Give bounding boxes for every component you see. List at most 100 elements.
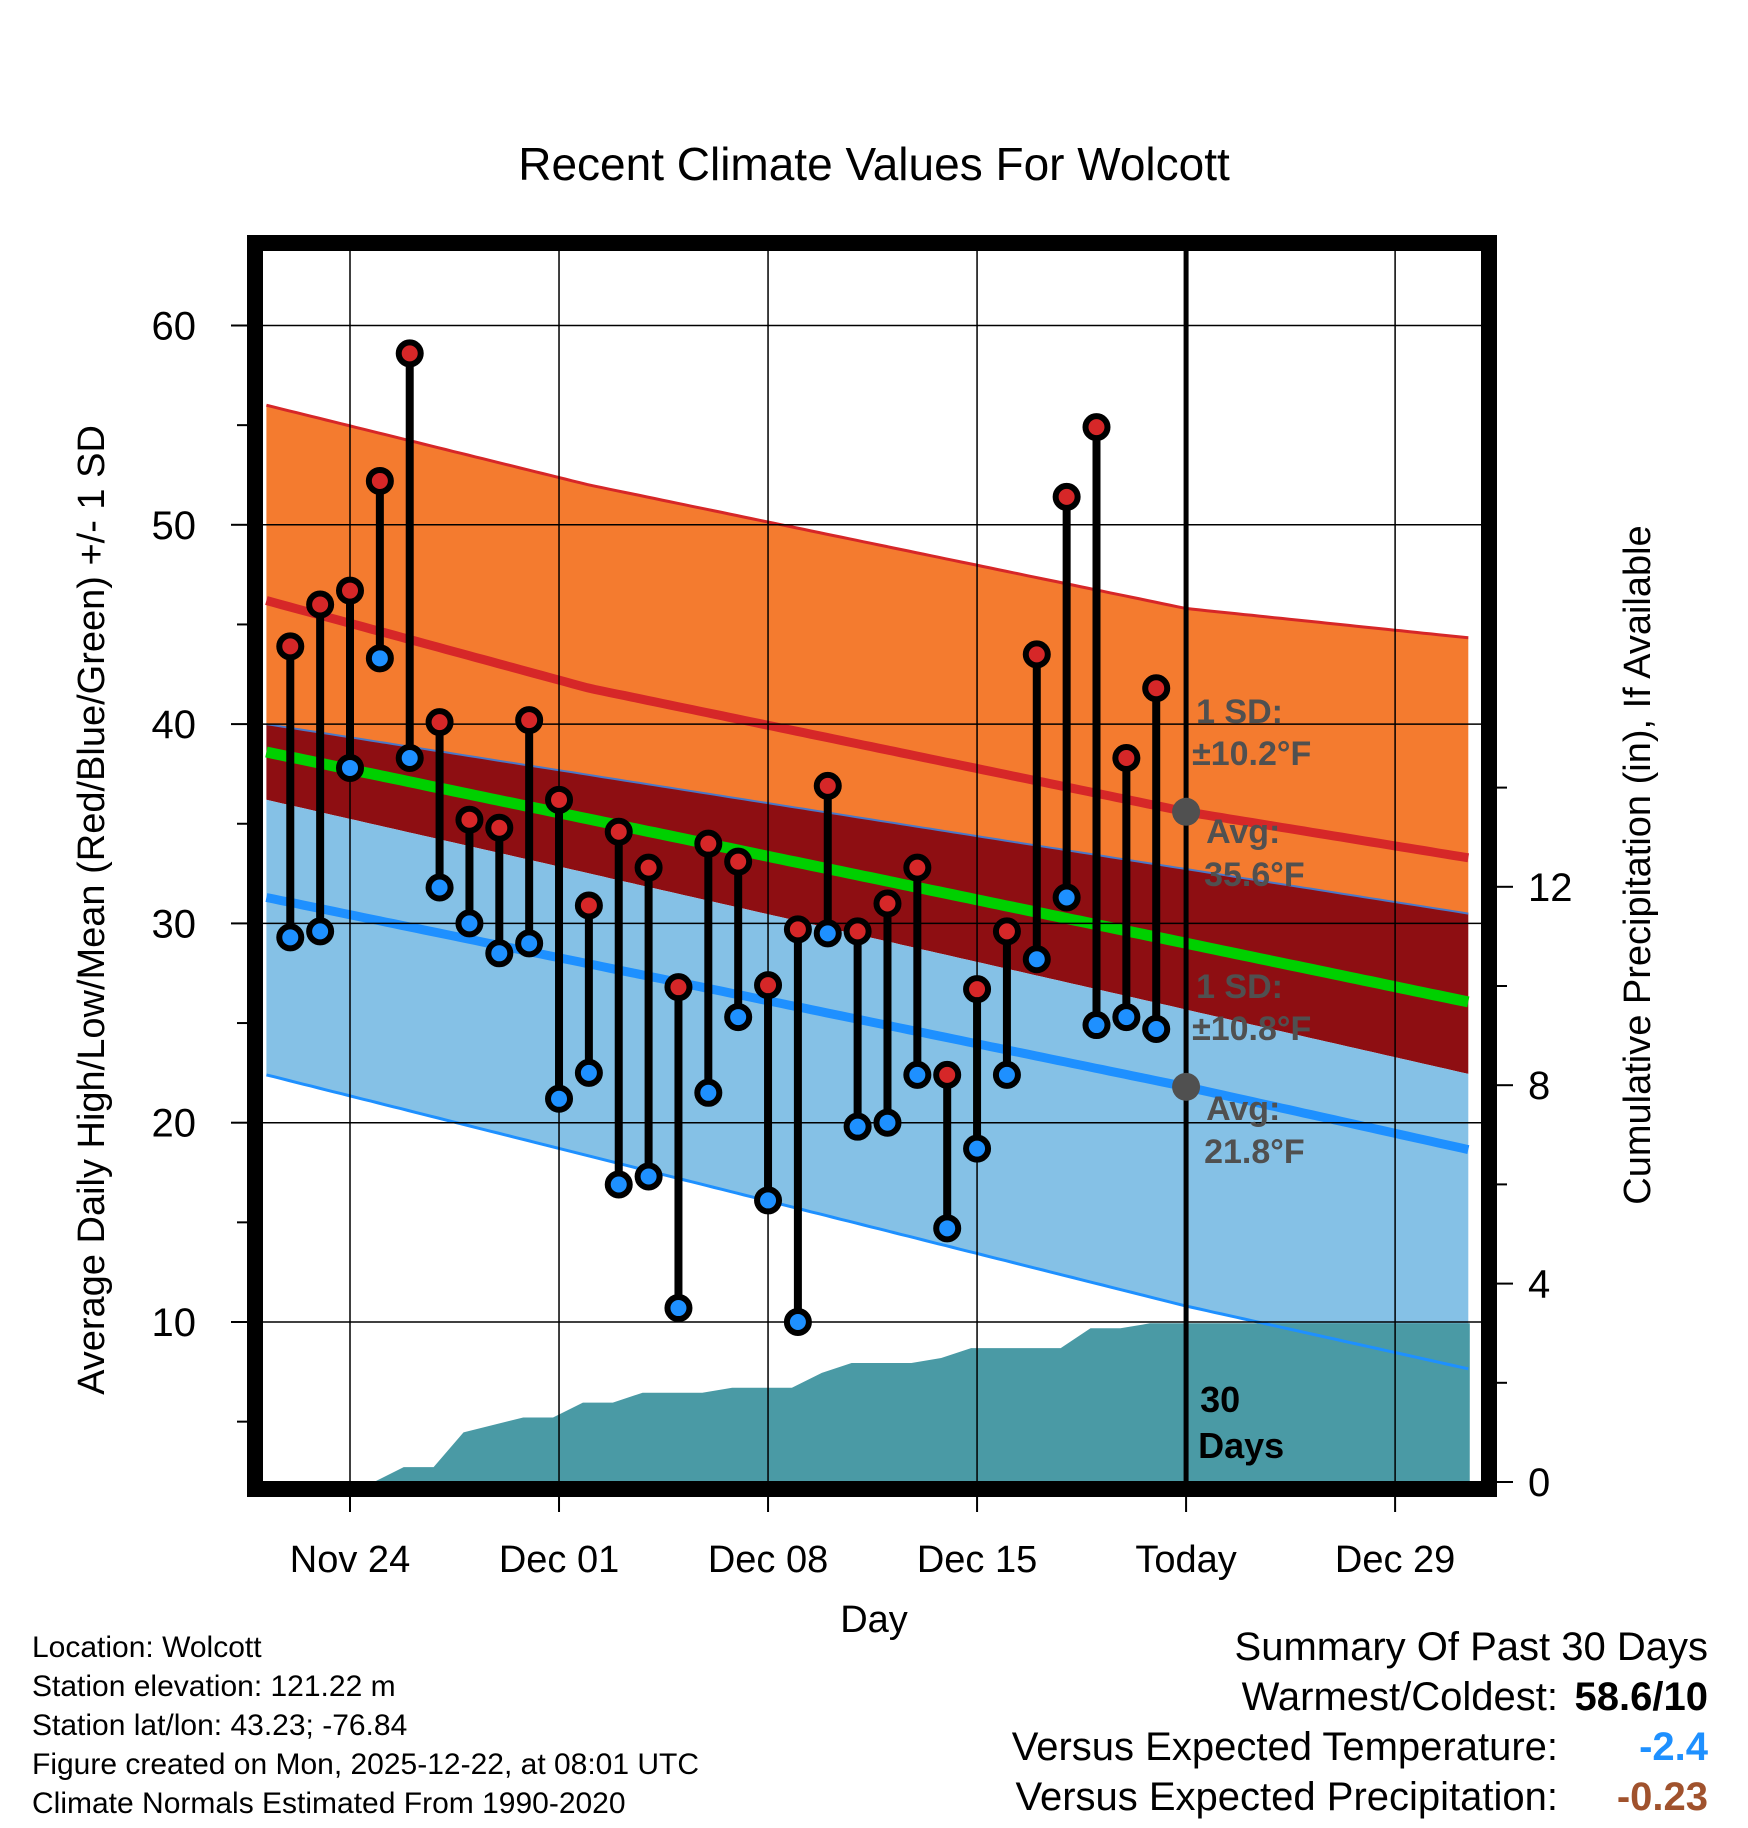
- low-point: [813, 919, 842, 948]
- low-point: [574, 1058, 603, 1087]
- high-point: [604, 817, 633, 846]
- low-point: [992, 1060, 1021, 1089]
- high-point: [1082, 413, 1111, 442]
- low-point: [1082, 1011, 1111, 1040]
- y2-tick-label: 8: [1528, 1064, 1550, 1108]
- low-point: [545, 1084, 574, 1113]
- low-mean-line: [265, 893, 1470, 1154]
- low-point: [1142, 1015, 1171, 1044]
- low-point: [485, 939, 514, 968]
- warmest-label: Warmest/Coldest:: [1241, 1675, 1558, 1719]
- footer-normals: Climate Normals Estimated From 1990-2020: [32, 1787, 626, 1820]
- low-point: [634, 1162, 663, 1191]
- low-point: [1022, 945, 1051, 974]
- high-point: [306, 590, 335, 619]
- precip-area: [262, 1323, 1470, 1482]
- summary-panel: Summary Of Past 30 Days Warmest/Coldest:…: [1012, 1622, 1708, 1822]
- high-point: [395, 339, 424, 368]
- high-point: [664, 973, 693, 1002]
- low-point: [425, 873, 454, 902]
- x-tick-label: Dec 08: [708, 1539, 828, 1581]
- low-point: [843, 1112, 872, 1141]
- low-avg-marker: [1172, 1072, 1201, 1101]
- footer-latlon: Station lat/lon: 43.23; -76.84: [32, 1709, 408, 1742]
- low-point: [1112, 1003, 1141, 1032]
- x-tick-label: Nov 24: [290, 1539, 410, 1581]
- footer-elevation: Station elevation: 121.22 m: [32, 1670, 396, 1703]
- low-sd-band: [266, 799, 1469, 1369]
- low-avg-title: Avg:: [1206, 1090, 1280, 1128]
- low-point: [963, 1134, 992, 1163]
- high-avg-value: 35.6°F: [1204, 856, 1305, 894]
- high-sd-band: [266, 405, 1469, 914]
- low-point: [724, 1003, 753, 1032]
- y2-axis-label: Cumulative Precipitation (in), If Availa…: [1617, 525, 1659, 1204]
- high-avg-marker: [1172, 797, 1201, 826]
- low-point: [694, 1078, 723, 1107]
- low-point: [515, 929, 544, 958]
- y-tick-label: 50: [152, 504, 197, 548]
- y-tick-label: 40: [152, 703, 197, 747]
- low-point: [754, 1186, 783, 1215]
- chart-title: Recent Climate Values For Wolcott: [518, 138, 1230, 190]
- temp-deviation-value: -2.4: [1639, 1725, 1708, 1769]
- high-point: [634, 853, 663, 882]
- summary-temp-row: Versus Expected Temperature: -2.4: [1012, 1722, 1708, 1772]
- high-point: [425, 708, 454, 737]
- y-tick-label: 20: [152, 1102, 197, 1146]
- high-point: [276, 632, 305, 661]
- summary-warmest-row: Warmest/Coldest: 58.6/10: [1012, 1672, 1708, 1722]
- high-point: [365, 466, 394, 495]
- high-point: [455, 805, 484, 834]
- summary-precip-row: Versus Expected Precipitation: -0.23: [1012, 1772, 1708, 1822]
- high-point: [694, 829, 723, 858]
- plot-area: 1 SD: ±10.2°F Avg: 35.6°F 1 SD: ±10.8°F Avg: 21…: [262, 250, 1482, 1482]
- high-point: [1142, 674, 1171, 703]
- temp-deviation-label: Versus Expected Temperature:: [1011, 1725, 1558, 1769]
- y2-tick-label: 12: [1528, 866, 1573, 910]
- footer-created: Figure created on Mon, 2025-12-22, at 08…: [32, 1748, 700, 1781]
- low-point: [395, 743, 424, 772]
- x-axis-label: Day: [840, 1599, 908, 1641]
- low-point: [903, 1060, 932, 1089]
- high-point: [336, 576, 364, 605]
- x-tick-label: Dec 15: [917, 1539, 1037, 1581]
- high-point: [783, 915, 812, 944]
- footer-location: Location: Wolcott: [32, 1631, 262, 1664]
- y-axis-label: Average Daily High/Low/Mean (Red/Blue/Gr…: [71, 425, 113, 1395]
- low-sd-title: 1 SD:: [1196, 968, 1283, 1006]
- high-point: [1052, 482, 1081, 511]
- high-point: [963, 975, 992, 1004]
- low-point: [455, 909, 484, 938]
- high-point: [813, 771, 842, 800]
- high-sd-title: 1 SD:: [1196, 693, 1283, 731]
- window-unit: Days: [1198, 1425, 1284, 1466]
- high-point: [903, 853, 932, 882]
- y-tick-label: 30: [152, 902, 197, 946]
- high-point: [873, 889, 902, 918]
- high-point: [485, 813, 514, 842]
- high-point: [574, 891, 603, 920]
- y2-tick-label: 0: [1528, 1461, 1550, 1505]
- high-point: [515, 706, 544, 735]
- y2-tick-label: 4: [1528, 1263, 1550, 1307]
- high-point: [545, 785, 574, 814]
- low-point: [336, 753, 364, 782]
- low-point: [873, 1108, 902, 1137]
- warmest-value: 58.6/10: [1574, 1675, 1708, 1719]
- high-mean-line: [265, 596, 1470, 863]
- window-count: 30: [1200, 1379, 1240, 1420]
- precip-deviation-label: Versus Expected Precipitation:: [1015, 1775, 1558, 1819]
- high-sd-value: ±10.2°F: [1192, 735, 1311, 773]
- low-point: [604, 1170, 633, 1199]
- high-point: [992, 917, 1021, 946]
- high-point: [754, 971, 783, 1000]
- y-tick-label: 60: [152, 305, 197, 349]
- low-point: [276, 923, 305, 952]
- high-point: [724, 847, 753, 876]
- precip-deviation-value: -0.23: [1616, 1775, 1708, 1819]
- low-avg-value: 21.8°F: [1204, 1133, 1305, 1171]
- high-lower-edge: [266, 723, 1469, 915]
- low-lower-edge: [266, 1073, 1469, 1371]
